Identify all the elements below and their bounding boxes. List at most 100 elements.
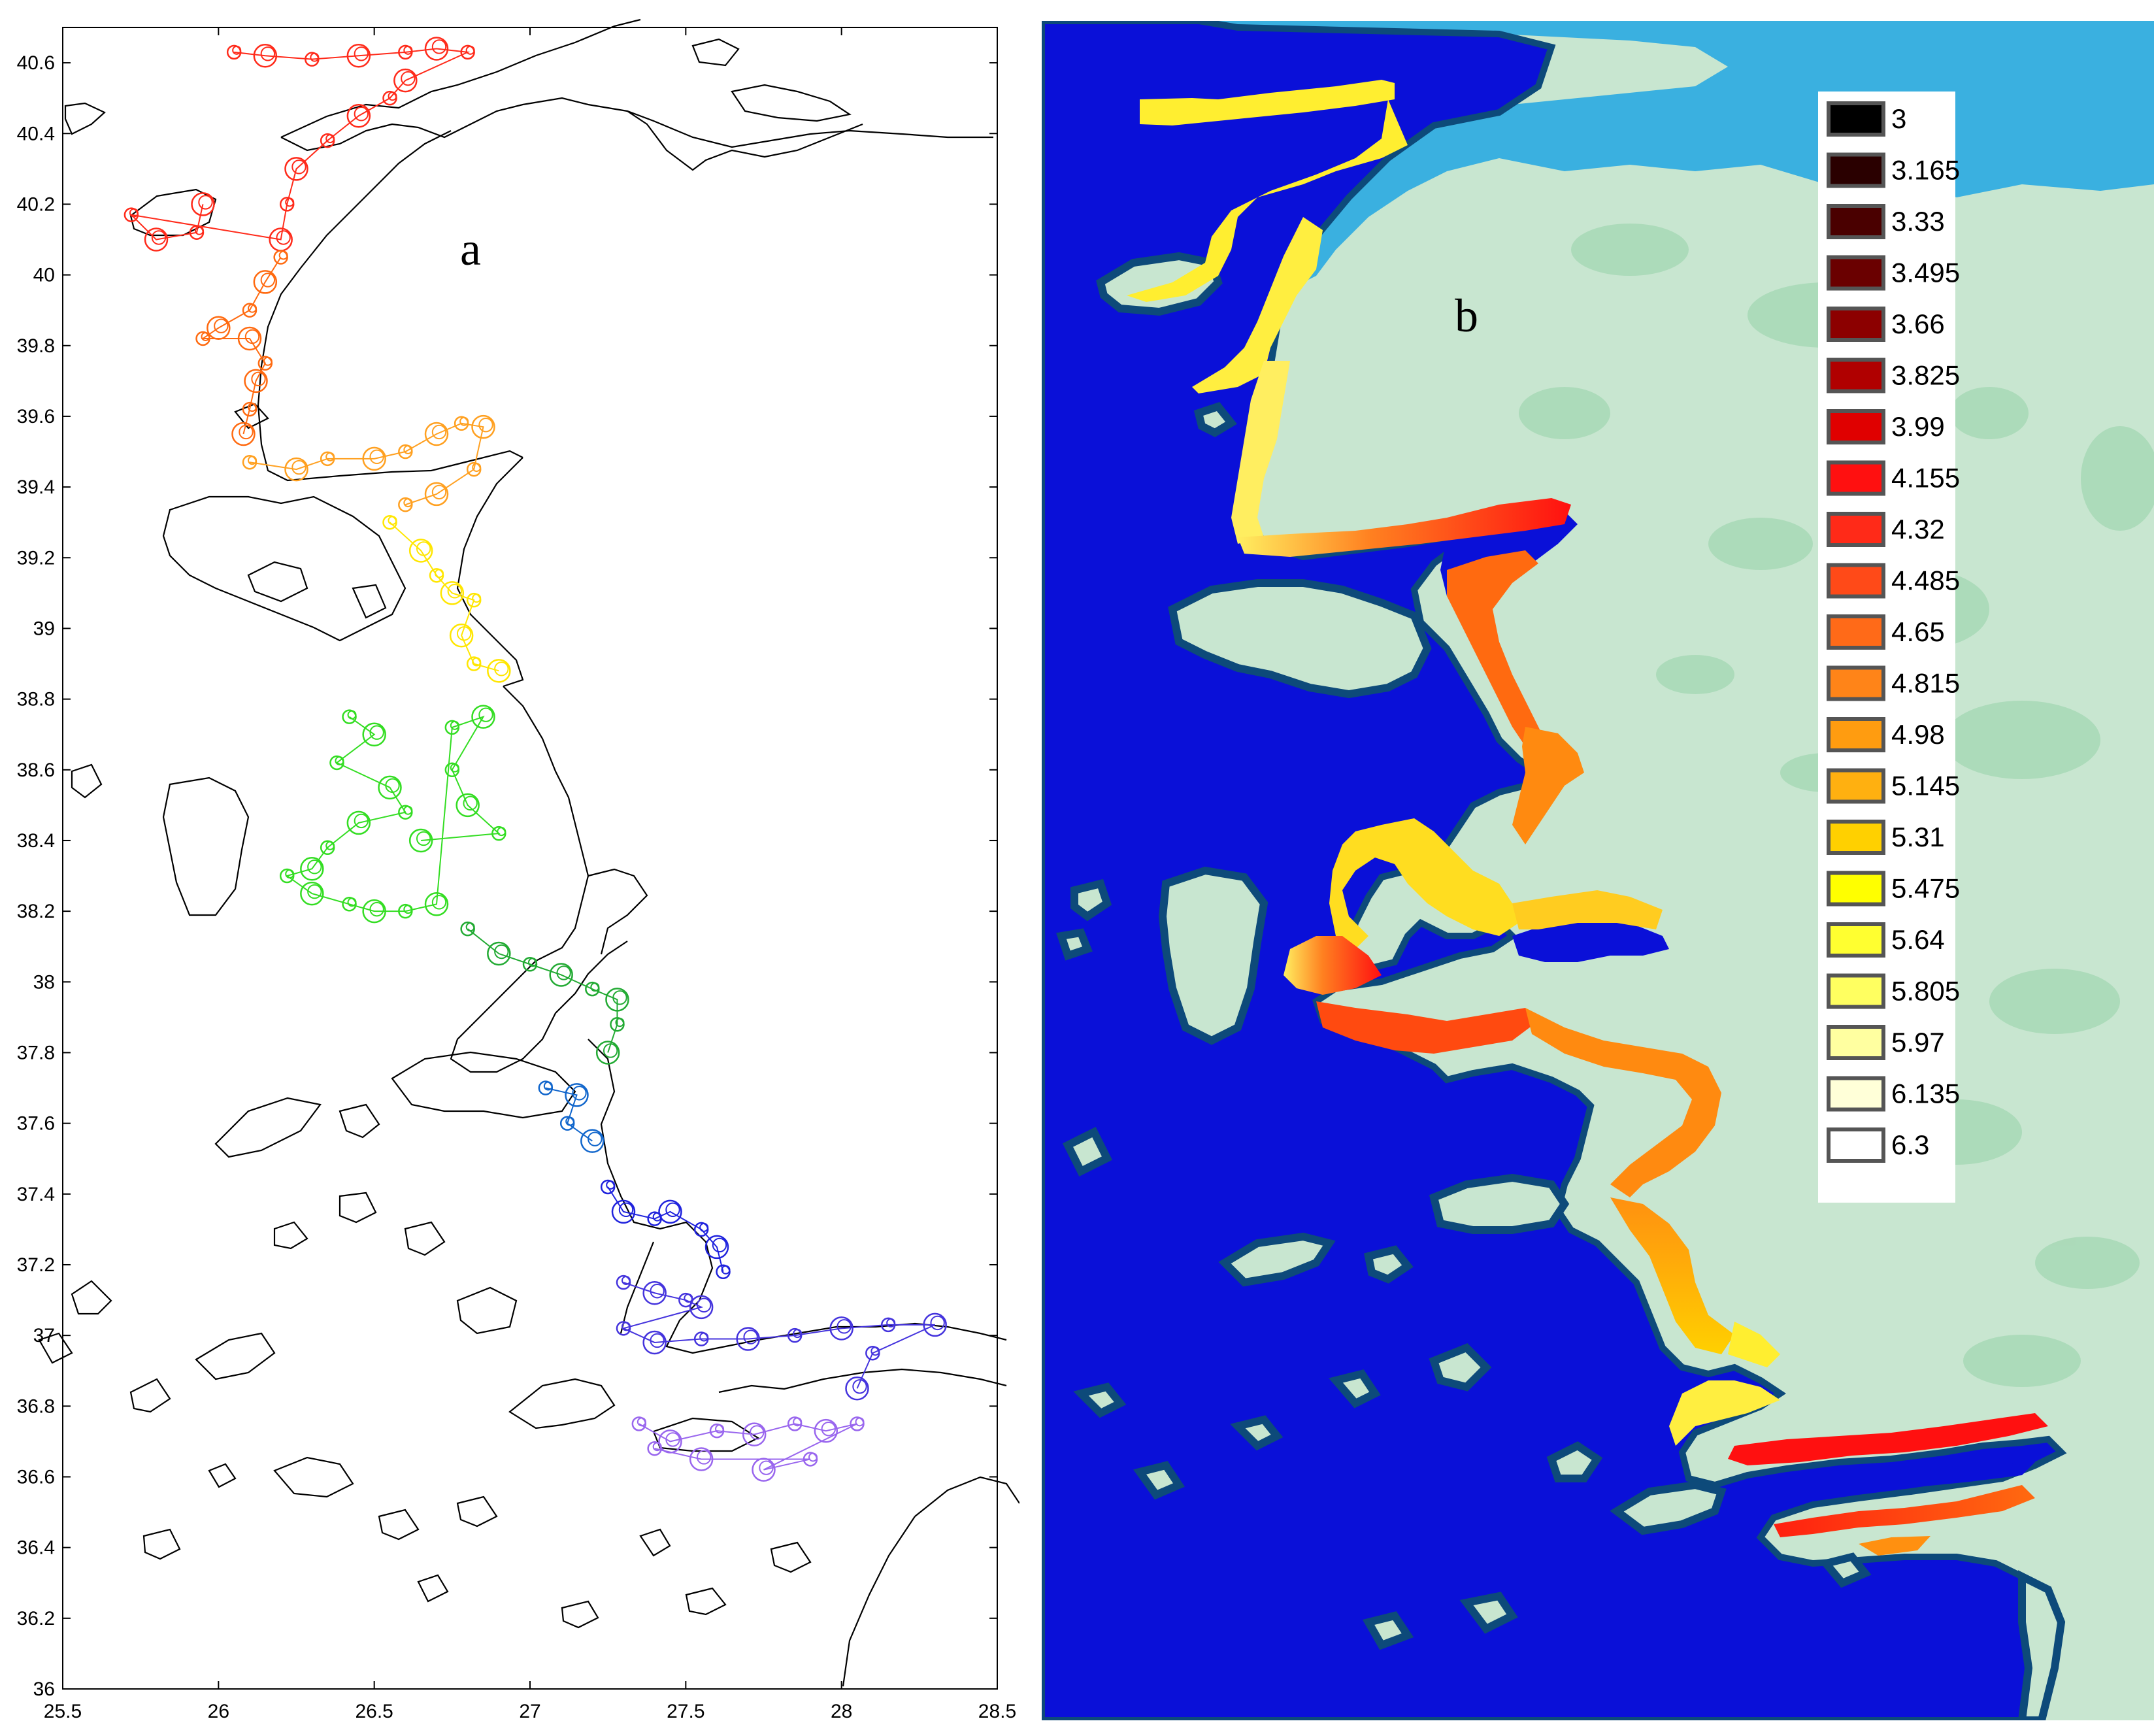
y-tick-label: 36.2 — [17, 1608, 55, 1629]
legend-value-label: 3.495 — [1891, 258, 1960, 288]
track-circle — [658, 1199, 682, 1224]
island-small-10 — [1459, 1592, 1518, 1634]
legend-value-label: 3.33 — [1891, 206, 1945, 237]
legend-swatch — [1827, 922, 1885, 958]
track-circle — [621, 1276, 631, 1286]
island-small-12 — [1819, 1552, 1872, 1588]
island-small-6 — [1230, 1415, 1284, 1451]
legend-value-label: 5.475 — [1891, 873, 1960, 904]
band-dikili — [1512, 727, 1584, 844]
y-tick-label: 37.4 — [17, 1184, 55, 1205]
island-small-4 — [1429, 1343, 1492, 1392]
track-circle — [642, 1330, 667, 1355]
track-circle — [325, 452, 335, 461]
track-line — [389, 522, 499, 672]
legend-value-label: 5.145 — [1891, 771, 1960, 801]
track-circle — [263, 356, 273, 366]
track-circle — [291, 159, 307, 175]
track-circle — [369, 725, 384, 740]
circle-track — [616, 1275, 947, 1401]
track-circle — [450, 763, 459, 773]
track-circle — [291, 459, 307, 475]
y-tick-label: 39.6 — [17, 406, 55, 427]
track-circle — [650, 1284, 665, 1299]
track-circle — [494, 661, 509, 676]
band-datca-tip — [1859, 1536, 1930, 1556]
track-circle — [852, 1379, 867, 1394]
legend-value-label: 4.98 — [1891, 719, 1945, 750]
legend-swatch — [1827, 1076, 1885, 1112]
x-tick-label: 27 — [519, 1701, 540, 1722]
x-tick-labels: 25.5 26 26.5 27 27.5 28 28.5 — [44, 27, 1016, 1722]
track-circle — [403, 498, 413, 508]
legend-swatch — [1827, 255, 1885, 291]
island-samos — [1429, 1173, 1570, 1234]
track-circle — [595, 1041, 620, 1065]
legend-swatch — [1827, 973, 1885, 1009]
track-circle — [346, 44, 371, 68]
track-circle — [650, 1333, 665, 1348]
track-circle — [285, 197, 295, 207]
circle-track — [600, 1179, 731, 1280]
y-tick-label: 37.2 — [17, 1254, 55, 1276]
track-circle — [194, 225, 204, 235]
legend-swatch — [1827, 717, 1885, 752]
track-circle — [207, 316, 231, 340]
track-circle — [743, 1329, 758, 1344]
track-circle — [459, 416, 469, 426]
band-gokova-north — [1728, 1413, 2048, 1465]
track-circle — [424, 422, 449, 446]
track-circle — [494, 944, 509, 960]
track-circle — [658, 1429, 682, 1454]
track-circle — [310, 52, 320, 62]
track-circle — [715, 1424, 724, 1434]
track-circle — [325, 134, 335, 144]
track-circle — [307, 860, 322, 875]
legend-swatch — [1827, 409, 1885, 444]
x-tick-label: 26 — [208, 1701, 229, 1722]
axes-frame — [62, 27, 998, 1690]
track-circle — [307, 884, 322, 899]
track-circle — [588, 1131, 603, 1146]
y-tick-label: 38.2 — [17, 901, 55, 922]
track-circle — [260, 46, 276, 61]
island-small-5 — [1329, 1369, 1381, 1409]
track-circle — [369, 901, 384, 917]
legend-value-label: 5.97 — [1891, 1027, 1945, 1058]
track-circle — [837, 1319, 852, 1334]
track-circle — [431, 39, 447, 54]
track-circle — [845, 1377, 869, 1401]
x-tick-label: 25.5 — [44, 1701, 82, 1722]
track-circle — [144, 227, 169, 252]
track-circle — [403, 445, 413, 455]
track-circle — [253, 44, 278, 68]
band-datca — [1774, 1485, 2035, 1537]
island-small-3 — [1363, 1245, 1414, 1284]
legend-value-label: 5.64 — [1891, 924, 1945, 955]
panel-b-label: b — [1455, 290, 1478, 342]
track-circle — [232, 45, 242, 55]
island-small-8 — [1073, 1382, 1127, 1418]
track-circle — [237, 326, 262, 351]
track-circle — [284, 157, 308, 181]
y-tick-label: 38.6 — [17, 760, 55, 781]
track-circle — [424, 482, 449, 507]
track-circle — [129, 208, 139, 218]
track-circle — [699, 1222, 709, 1232]
y-tick-label: 40.4 — [17, 123, 55, 144]
track-circle — [808, 1452, 818, 1462]
track-circle — [447, 584, 463, 599]
legend-value-label: 6.135 — [1891, 1078, 1960, 1109]
band-edremit — [1447, 550, 1545, 746]
track-circle — [543, 1081, 553, 1091]
y-tick-label: 37.8 — [17, 1042, 55, 1063]
track-circle — [408, 828, 433, 853]
legend-swatch — [1827, 614, 1885, 650]
track-circle — [401, 71, 416, 86]
y-tick-label: 39 — [33, 618, 55, 639]
track-circle — [605, 988, 629, 1012]
track-circle — [684, 1294, 693, 1303]
track-circle — [497, 827, 506, 837]
track-circle — [565, 1116, 575, 1126]
legend-swatch — [1827, 665, 1885, 701]
